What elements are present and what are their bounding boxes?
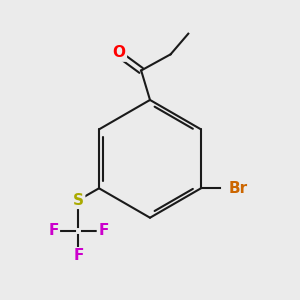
Text: F: F (48, 224, 59, 238)
Text: S: S (73, 193, 84, 208)
Text: F: F (98, 224, 109, 238)
Text: Br: Br (229, 181, 248, 196)
Text: O: O (112, 45, 126, 60)
Text: F: F (73, 248, 84, 263)
